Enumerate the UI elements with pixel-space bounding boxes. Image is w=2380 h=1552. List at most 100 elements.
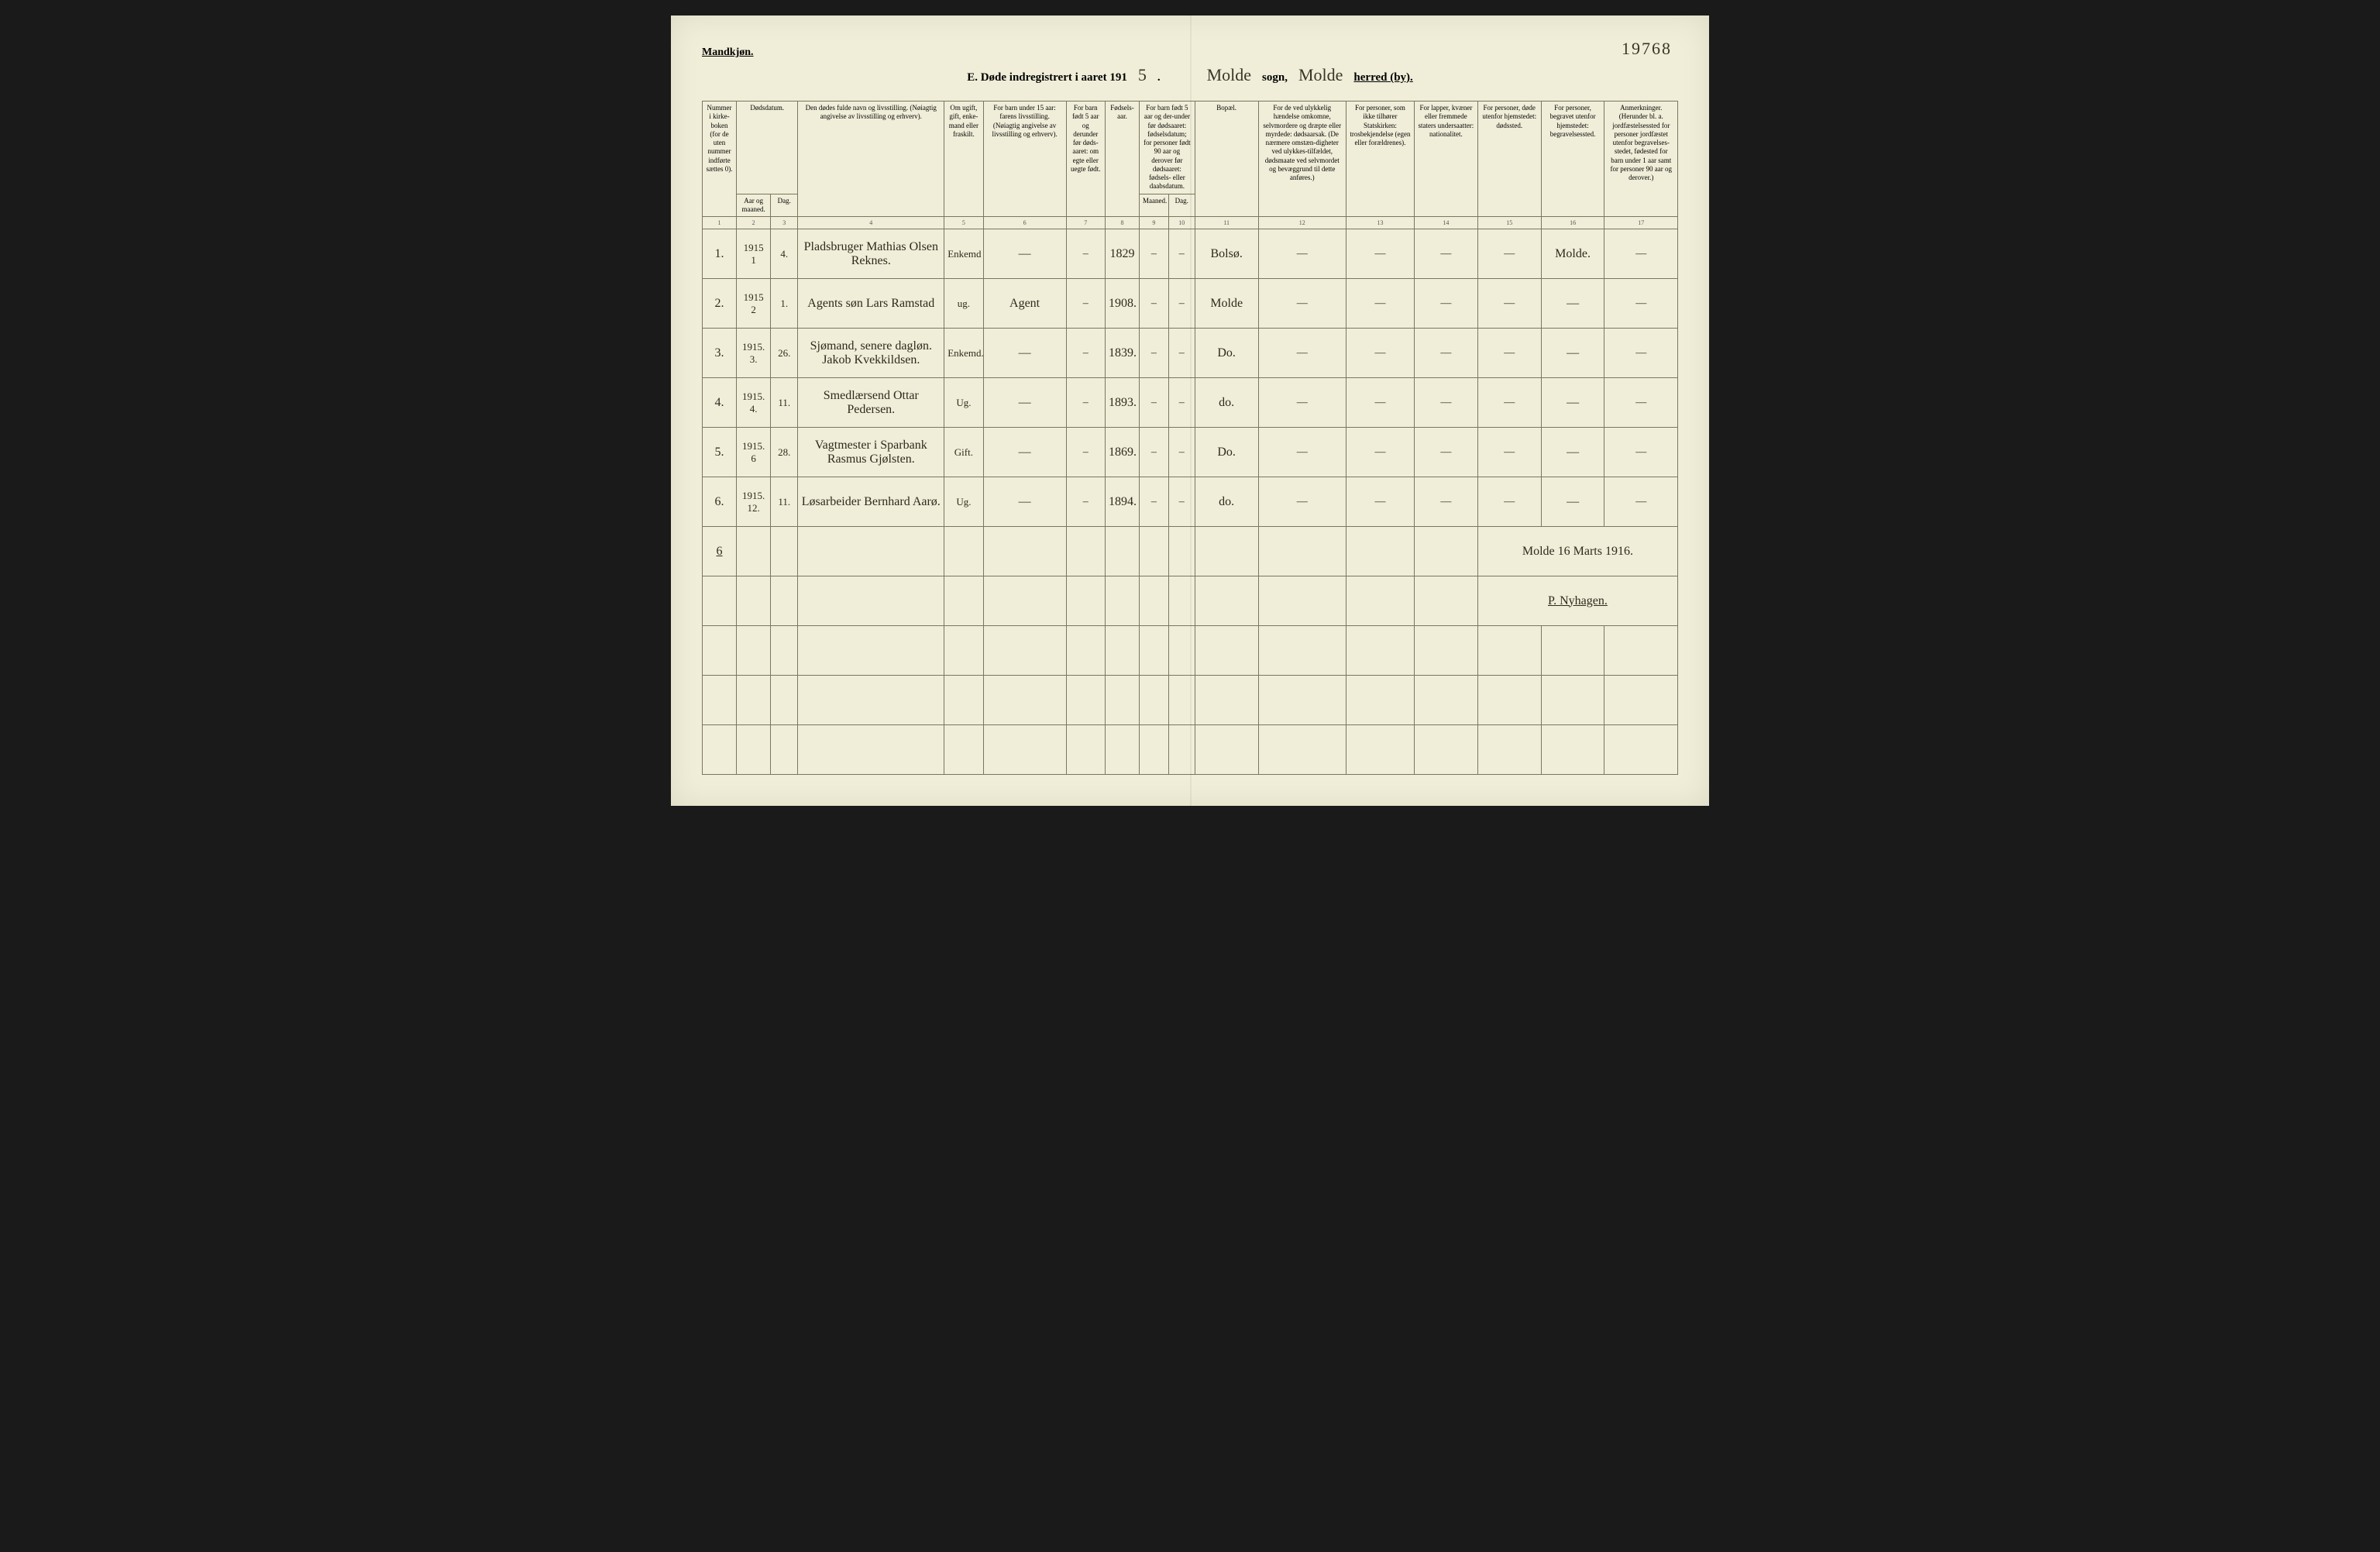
title-line: E. Døde indregistrert i aaret 1915. Mold… — [702, 65, 1678, 85]
cell-name: Smedlærsend Ottar Pedersen. — [798, 378, 944, 428]
colnum: 6 — [983, 217, 1066, 229]
colnum: 3 — [771, 217, 798, 229]
signature-name: P. Nyhagen. — [1477, 576, 1677, 626]
cell-egte: – — [1066, 477, 1105, 527]
cell-value: 2. — [715, 297, 724, 310]
cell-mnd: – — [1140, 329, 1169, 378]
cell-value: — — [1440, 347, 1451, 359]
col-2-aar: Aar og maaned. — [737, 194, 771, 217]
col-9-10-header: For barn født 5 aar og der-under før død… — [1140, 102, 1195, 194]
cell-ddag: – — [1168, 279, 1195, 329]
cell-bopael: do. — [1195, 378, 1258, 428]
cell-value: Agent — [1009, 297, 1040, 310]
cell-faren: — — [983, 428, 1066, 477]
cell-c15: — — [1477, 378, 1541, 428]
empty-row — [703, 725, 1678, 775]
col-2-header: Dødsdatum. — [737, 102, 798, 194]
cell-value: 28. — [778, 446, 790, 458]
summary-rows: 6 Molde 16 Marts 1916. P. Nyhagen. — [703, 527, 1678, 775]
cell-c12: — — [1258, 378, 1346, 428]
cell-faren: — — [983, 477, 1066, 527]
cell-status: Enkemd — [944, 229, 983, 279]
table-row: 1.191514.Pladsbruger Mathias Olsen Rekne… — [703, 229, 1678, 279]
cell-c15: — — [1477, 329, 1541, 378]
cell-egte: – — [1066, 229, 1105, 279]
col-8-header: Fødsels-aar. — [1105, 102, 1139, 217]
cell-value: Enkemd — [948, 248, 981, 260]
cell-c12: — — [1258, 428, 1346, 477]
register-page: Mandkjøn. 19768 E. Døde indregistrert i … — [671, 15, 1709, 806]
herred-label: herred (by). — [1353, 71, 1412, 84]
cell-status: Gift. — [944, 428, 983, 477]
cell-c12: — — [1258, 329, 1346, 378]
cell-value: — — [1374, 496, 1385, 508]
cell-value: — — [1567, 495, 1579, 508]
sogn-label: sogn, — [1262, 71, 1288, 84]
colnum: 13 — [1346, 217, 1414, 229]
cell-status: Ug. — [944, 477, 983, 527]
colnum: 15 — [1477, 217, 1541, 229]
cell-num: 4. — [703, 378, 737, 428]
cell-value: Molde — [1210, 297, 1243, 310]
cell-value: — — [1374, 397, 1385, 408]
cell-c12: — — [1258, 279, 1346, 329]
cell-name: Agents søn Lars Ramstad — [798, 279, 944, 329]
cell-value: – — [1151, 496, 1157, 508]
cell-name: Sjømand, senere dagløn. Jakob Kvekkildse… — [798, 329, 944, 378]
cell-c15: — — [1477, 428, 1541, 477]
cell-c16: — — [1541, 378, 1604, 428]
cell-value: 26. — [778, 347, 790, 359]
col-17-header: Anmerkninger. (Herunder bl. a. jordfæste… — [1604, 102, 1678, 217]
cell-value: 4. — [780, 248, 788, 260]
cell-value: 19151 — [744, 242, 764, 266]
cell-value: — — [1635, 298, 1646, 309]
cell-dag: 11. — [771, 477, 798, 527]
cell-bopael: Bolsø. — [1195, 229, 1258, 279]
cell-value: — — [1504, 347, 1515, 359]
cell-ddag: – — [1168, 329, 1195, 378]
column-number-row: 1 2 3 4 5 6 7 8 9 10 11 12 13 14 15 16 1… — [703, 217, 1678, 229]
cell-value: Vagtmester i Sparbank Rasmus Gjølsten. — [815, 439, 927, 466]
col-5-header: Om ugift, gift, enke-mand eller fraskilt… — [944, 102, 983, 217]
cell-value: — — [1374, 248, 1385, 260]
col-13-header: For personer, som ikke tilhører Statskir… — [1346, 102, 1414, 217]
cell-status: Enkemd. — [944, 329, 983, 378]
cell-mnd: – — [1140, 229, 1169, 279]
cell-value: – — [1179, 496, 1185, 508]
cell-egte: – — [1066, 378, 1105, 428]
cell-c17: — — [1604, 378, 1678, 428]
colnum: 11 — [1195, 217, 1258, 229]
cell-value: Ug. — [956, 496, 971, 508]
cell-name: Vagtmester i Sparbank Rasmus Gjølsten. — [798, 428, 944, 477]
col-16-header: For personer, begravet utenfor hjemstede… — [1541, 102, 1604, 217]
table-row: 4.1915.4.11.Smedlærsend Ottar Pedersen.U… — [703, 378, 1678, 428]
cell-aar: 19152 — [737, 279, 771, 329]
cell-value: – — [1151, 446, 1157, 458]
table-row: 3.1915.3.26.Sjømand, senere dagløn. Jako… — [703, 329, 1678, 378]
cell-value: 1908. — [1109, 297, 1137, 310]
cell-value: — — [1635, 248, 1646, 260]
colnum: 12 — [1258, 217, 1346, 229]
margin-count: 6 — [703, 527, 737, 576]
cell-value: — — [1297, 298, 1308, 309]
table-header: Nummer i kirke-boken (for de uten nummer… — [703, 102, 1678, 229]
cell-c17: — — [1604, 279, 1678, 329]
cell-value: Løsarbeider Bernhard Aarø. — [802, 495, 941, 508]
herred-value: Molde — [1292, 65, 1349, 85]
cell-value: – — [1083, 397, 1089, 408]
cell-value: — — [1297, 496, 1308, 508]
cell-value: — — [1635, 446, 1646, 458]
cell-value: — — [1019, 495, 1031, 508]
cell-value: 1869. — [1109, 446, 1137, 459]
cell-value: — — [1504, 298, 1515, 309]
cell-value: – — [1179, 397, 1185, 408]
empty-row — [703, 626, 1678, 676]
cell-value: – — [1083, 347, 1089, 359]
cell-faren: Agent — [983, 279, 1066, 329]
colnum: 7 — [1066, 217, 1105, 229]
cell-aar: 1915.12. — [737, 477, 771, 527]
cell-name: Pladsbruger Mathias Olsen Reknes. — [798, 229, 944, 279]
cell-value: – — [1179, 248, 1185, 260]
cell-value: — — [1019, 247, 1031, 260]
cell-faren: — — [983, 329, 1066, 378]
